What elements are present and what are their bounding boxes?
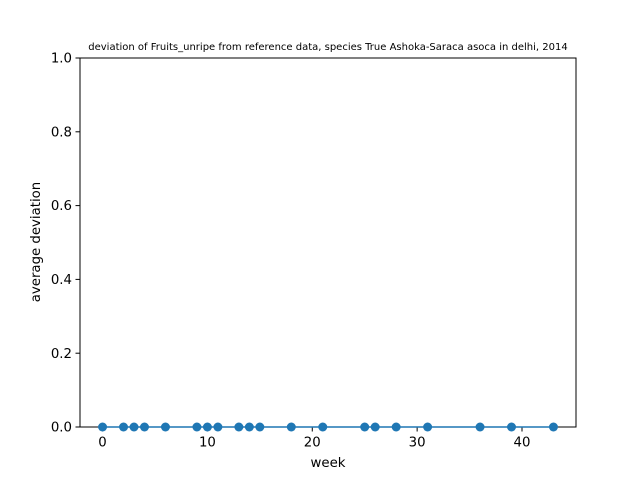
data-point <box>234 422 244 432</box>
data-point <box>360 422 370 432</box>
data-point <box>391 422 401 432</box>
data-point <box>423 422 433 432</box>
x-tick-label: 40 <box>514 436 531 451</box>
y-tick-label: 0.8 <box>51 125 72 140</box>
data-point <box>507 422 517 432</box>
y-tick-label: 0.4 <box>51 273 72 288</box>
y-tick-label: 1.0 <box>51 52 72 67</box>
data-point <box>98 422 108 432</box>
plot-frame <box>79 57 577 428</box>
data-point <box>129 422 139 432</box>
y-axis-ticks: 0.0 0.2 0.4 0.6 0.8 1.0 <box>51 52 80 436</box>
x-tick-label: 0 <box>98 436 106 451</box>
x-axis-ticks: 0 10 20 30 40 <box>98 427 530 451</box>
data-point <box>139 422 149 432</box>
data-point <box>119 422 129 432</box>
data-point <box>160 422 170 432</box>
data-point <box>255 422 265 432</box>
series-layer <box>98 422 558 432</box>
data-point <box>213 422 223 432</box>
data-point <box>244 422 254 432</box>
data-point <box>370 422 380 432</box>
y-tick-label: 0.6 <box>51 199 72 214</box>
data-point <box>318 422 328 432</box>
x-tick-label: 20 <box>304 436 321 451</box>
x-tick-label: 10 <box>199 436 216 451</box>
data-point <box>192 422 202 432</box>
y-tick-label: 0.2 <box>51 347 72 362</box>
x-tick-label: 30 <box>409 436 426 451</box>
data-point <box>202 422 212 432</box>
y-axis-label: average deviation <box>29 182 44 302</box>
y-tick-label: 0.0 <box>51 421 72 436</box>
x-axis-label: week <box>311 456 346 471</box>
chart-title: deviation of Fruits_unripe from referenc… <box>88 42 567 53</box>
data-point <box>475 422 485 432</box>
data-point <box>548 422 558 432</box>
plot-area <box>79 57 577 428</box>
data-point <box>286 422 296 432</box>
